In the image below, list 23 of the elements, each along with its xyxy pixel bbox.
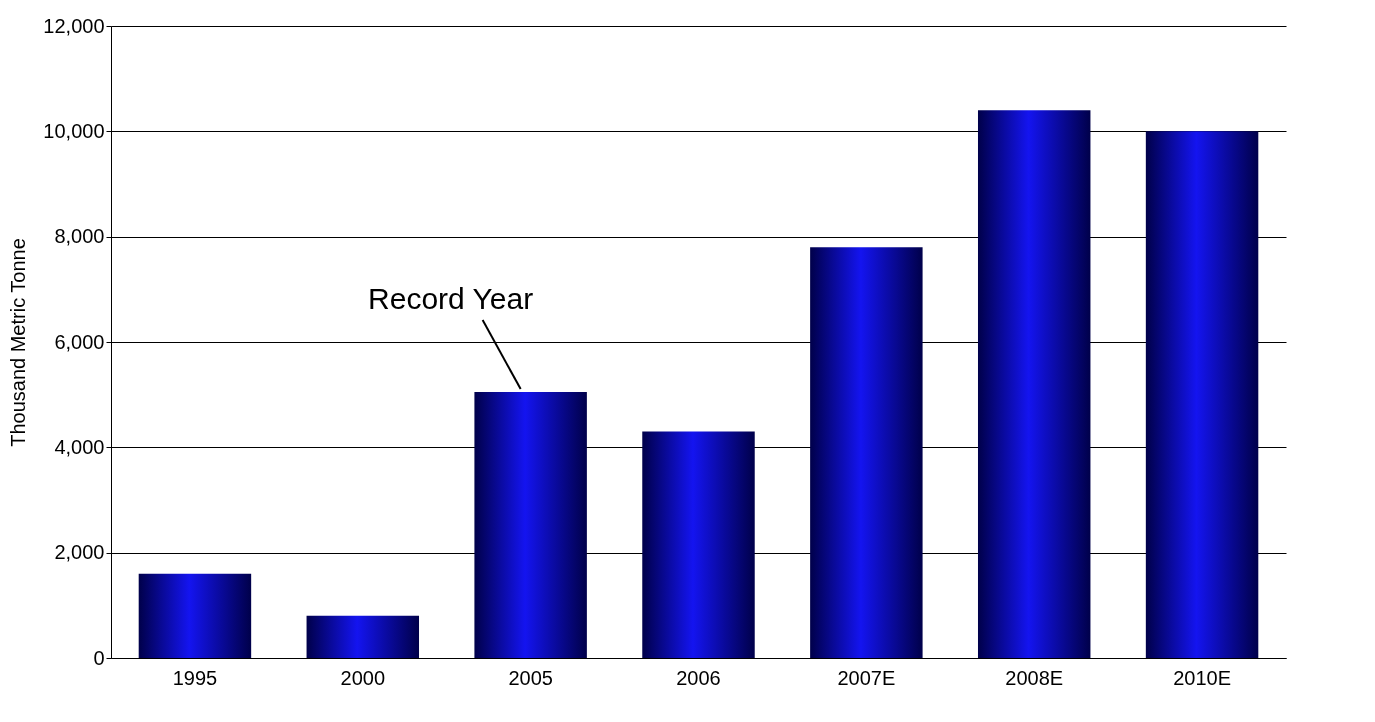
bar: [474, 392, 587, 658]
y-tick-label: 4,000: [54, 435, 105, 458]
y-tick-label: 0: [93, 646, 105, 669]
x-tick-label: 2000: [340, 666, 386, 689]
y-tick-label: 12,000: [43, 14, 105, 37]
bar: [138, 573, 252, 658]
x-tick-label: 2007E: [837, 666, 896, 689]
annotation: Record Year: [368, 282, 534, 316]
y-tick-label: 8,000: [54, 225, 105, 248]
x-tick-label: 1995: [172, 666, 218, 689]
x-tick-label: 2010E: [1173, 666, 1231, 689]
y-tick-label: 10,000: [43, 119, 105, 142]
y-axis-title: Thousand Metric Tonne: [7, 238, 30, 447]
x-tick-label: 2008E: [1005, 666, 1064, 689]
x-tick-label: 2006: [676, 666, 721, 689]
bar: [642, 431, 755, 658]
bar: [1145, 131, 1259, 658]
y-tick-label: 6,000: [54, 330, 105, 353]
y-tick-label: 2,000: [54, 541, 105, 564]
bar: [810, 247, 923, 658]
bar: [306, 615, 420, 658]
x-tick-label: 2005: [508, 666, 553, 689]
bar: [977, 110, 1091, 658]
